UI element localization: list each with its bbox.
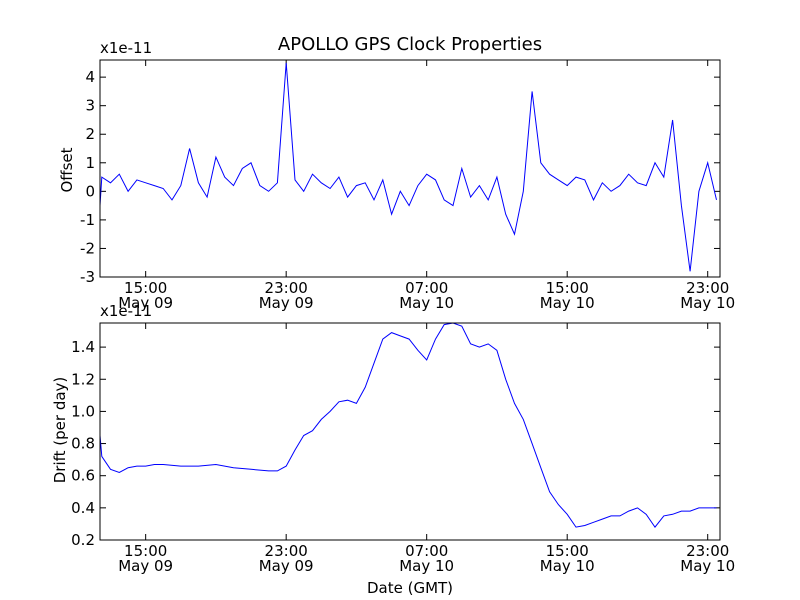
offset-series-line	[99, 62, 717, 272]
top-xtick-date-label: May 09	[118, 294, 173, 312]
bottom-xtick-date-label: May 10	[399, 557, 454, 575]
bottom-ytick-label: 1.0	[71, 402, 95, 420]
top-xtick-date-label: May 10	[540, 294, 595, 312]
top-scale-label: x1e-11	[100, 39, 152, 57]
bottom-xtick-date-label: May 09	[118, 557, 173, 575]
top-xtick-time-label: 07:00	[405, 279, 448, 297]
top-ytick-label: 0	[85, 182, 95, 200]
bottom-xtick-date-label: May 10	[540, 557, 595, 575]
bottom-xtick-time-label: 15:00	[124, 542, 167, 560]
bottom-ytick-label: 1.2	[71, 370, 95, 388]
top-y-axis-label: Offset	[58, 147, 76, 192]
bottom-scale-label: x1e-11	[100, 302, 152, 320]
top-xtick-time-label: 23:00	[265, 279, 308, 297]
top-xtick-time-label: 15:00	[124, 279, 167, 297]
top-xtick-time-label: 23:00	[686, 279, 729, 297]
bottom-y-axis-label: Drift (per day)	[51, 377, 69, 484]
drift-series-line	[99, 322, 717, 528]
top-ytick-label: -3	[80, 268, 95, 286]
bottom-plot-frame	[99, 322, 721, 541]
bottom-xtick-date-label: May 09	[259, 557, 314, 575]
top-ytick-label: 4	[85, 68, 95, 86]
chart-title: APOLLO GPS Clock Properties	[278, 34, 542, 55]
bottom-xtick-time-label: 23:00	[686, 542, 729, 560]
bottom-xtick-date-label: May 10	[680, 557, 735, 575]
top-ytick-label: -2	[80, 239, 95, 257]
bottom-xtick-time-label: 15:00	[546, 542, 589, 560]
top-ytick-label: 3	[85, 97, 95, 115]
bottom-ytick-label: 0.6	[71, 467, 95, 485]
top-ytick-label: 1	[85, 154, 95, 172]
bottom-ytick-label: 0.4	[71, 499, 95, 517]
top-plot-frame	[99, 59, 721, 278]
bottom-xtick-time-label: 23:00	[265, 542, 308, 560]
top-xtick-date-label: May 10	[399, 294, 454, 312]
top-xtick-date-label: May 09	[259, 294, 314, 312]
bottom-xtick-time-label: 07:00	[405, 542, 448, 560]
top-ytick-label: -1	[80, 211, 95, 229]
bottom-ytick-label: 0.2	[71, 531, 95, 549]
x-axis-label: Date (GMT)	[367, 579, 453, 597]
bottom-ytick-label: 0.8	[71, 435, 95, 453]
top-xtick-date-label: May 10	[680, 294, 735, 312]
top-ytick-label: 2	[85, 125, 95, 143]
bottom-ytick-label: 1.4	[71, 338, 95, 356]
top-xtick-time-label: 15:00	[546, 279, 589, 297]
